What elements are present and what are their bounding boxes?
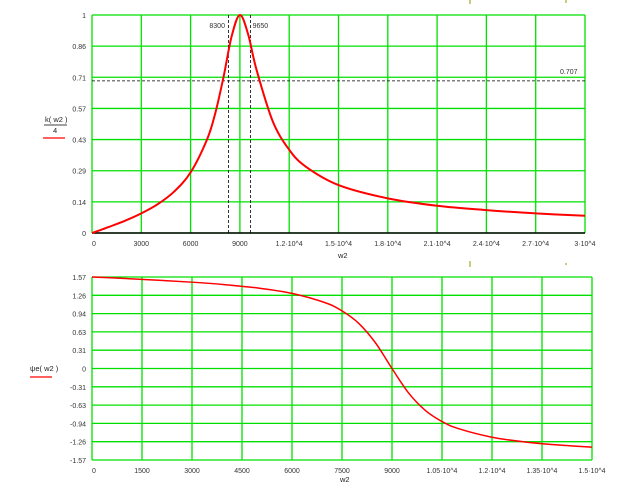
legend-phase: ψe( w2 ) [30,364,59,373]
x-tick-label: 3·10^4 [574,241,595,248]
y-tick-label: 0 [82,231,86,238]
x-tick-label: 4500 [234,468,250,475]
y-tick-label: 1.26 [72,293,86,300]
marker-label: 9650 [253,23,269,30]
x-tick-label: 1.2·10^4 [478,468,505,475]
x-axis-label-phase: w2 [339,475,350,483]
x-tick-label: 1.8·10^4 [374,241,401,248]
y-tick-label: 0.57 [72,106,86,113]
x-tick-label: 0 [92,241,96,248]
x-tick-label: 1.5·10^4 [578,468,605,475]
x-tick-label: 3000 [184,468,200,475]
marker-label: 0.707 [560,69,578,76]
y-tick-label: 0.63 [72,330,86,337]
data-series-curve [91,276,593,448]
x-tick-label: 2.4·10^4 [473,241,500,248]
phase-plot[interactable]: 0 1500 3000 4500 6000 7500 9000 1.05·10^4 1.2·10… [70,275,606,475]
x-tick-label: 3000 [134,241,150,248]
y-tick-label: 1 [82,13,86,20]
x-tick-label: 1.2·10^4 [276,241,303,248]
marker-label: 8300 [209,23,225,30]
x-axis-label-magnitude: w2 [337,251,348,260]
y-tick-label: -0.94 [70,421,86,428]
x-tick-label: 6000 [284,468,300,475]
y-tick-label: 0.29 [72,169,86,176]
x-tick-label: 1.05·10^4 [427,468,458,475]
x-tick-label: 9000 [232,241,248,248]
y-tick-label: -0.31 [70,385,86,392]
data-series-curve [91,14,586,234]
x-tick-label: 1.5·10^4 [325,241,352,248]
x-tick-label: 9000 [384,468,400,475]
y-tick-label: 0.86 [72,44,86,51]
x-tick-label: 2.1·10^4 [424,241,451,248]
legend-numerator: k( w2 ) [45,115,68,124]
y-tick-label: -1.57 [70,458,86,465]
x-tick-label: 2.7·10^4 [522,241,549,248]
x-tick-label: 7500 [334,468,350,475]
y-tick-label: -0.63 [70,403,86,410]
x-tick-label: 0 [92,468,96,475]
y-tick-label: 0.14 [72,200,86,207]
y-tick-label: 1.57 [72,275,86,282]
legend-denominator: 4 [53,126,57,135]
magnitude-plot[interactable]: 0 3000 6000 9000 1.2·10^4 1.5·10^4 1.8·10^4 2.1… [72,13,595,248]
x-tick-label: 6000 [183,241,199,248]
y-tick-label: 0.31 [72,348,86,355]
y-tick-label: 0.94 [72,312,86,319]
x-tick-label: 1.35·10^4 [527,468,558,475]
y-tick-label: 0 [82,367,86,374]
y-tick-label: -1.26 [70,440,86,447]
y-tick-label: 0.71 [72,75,86,82]
x-tick-label: 1500 [134,468,150,475]
y-tick-label: 0.43 [72,138,86,145]
